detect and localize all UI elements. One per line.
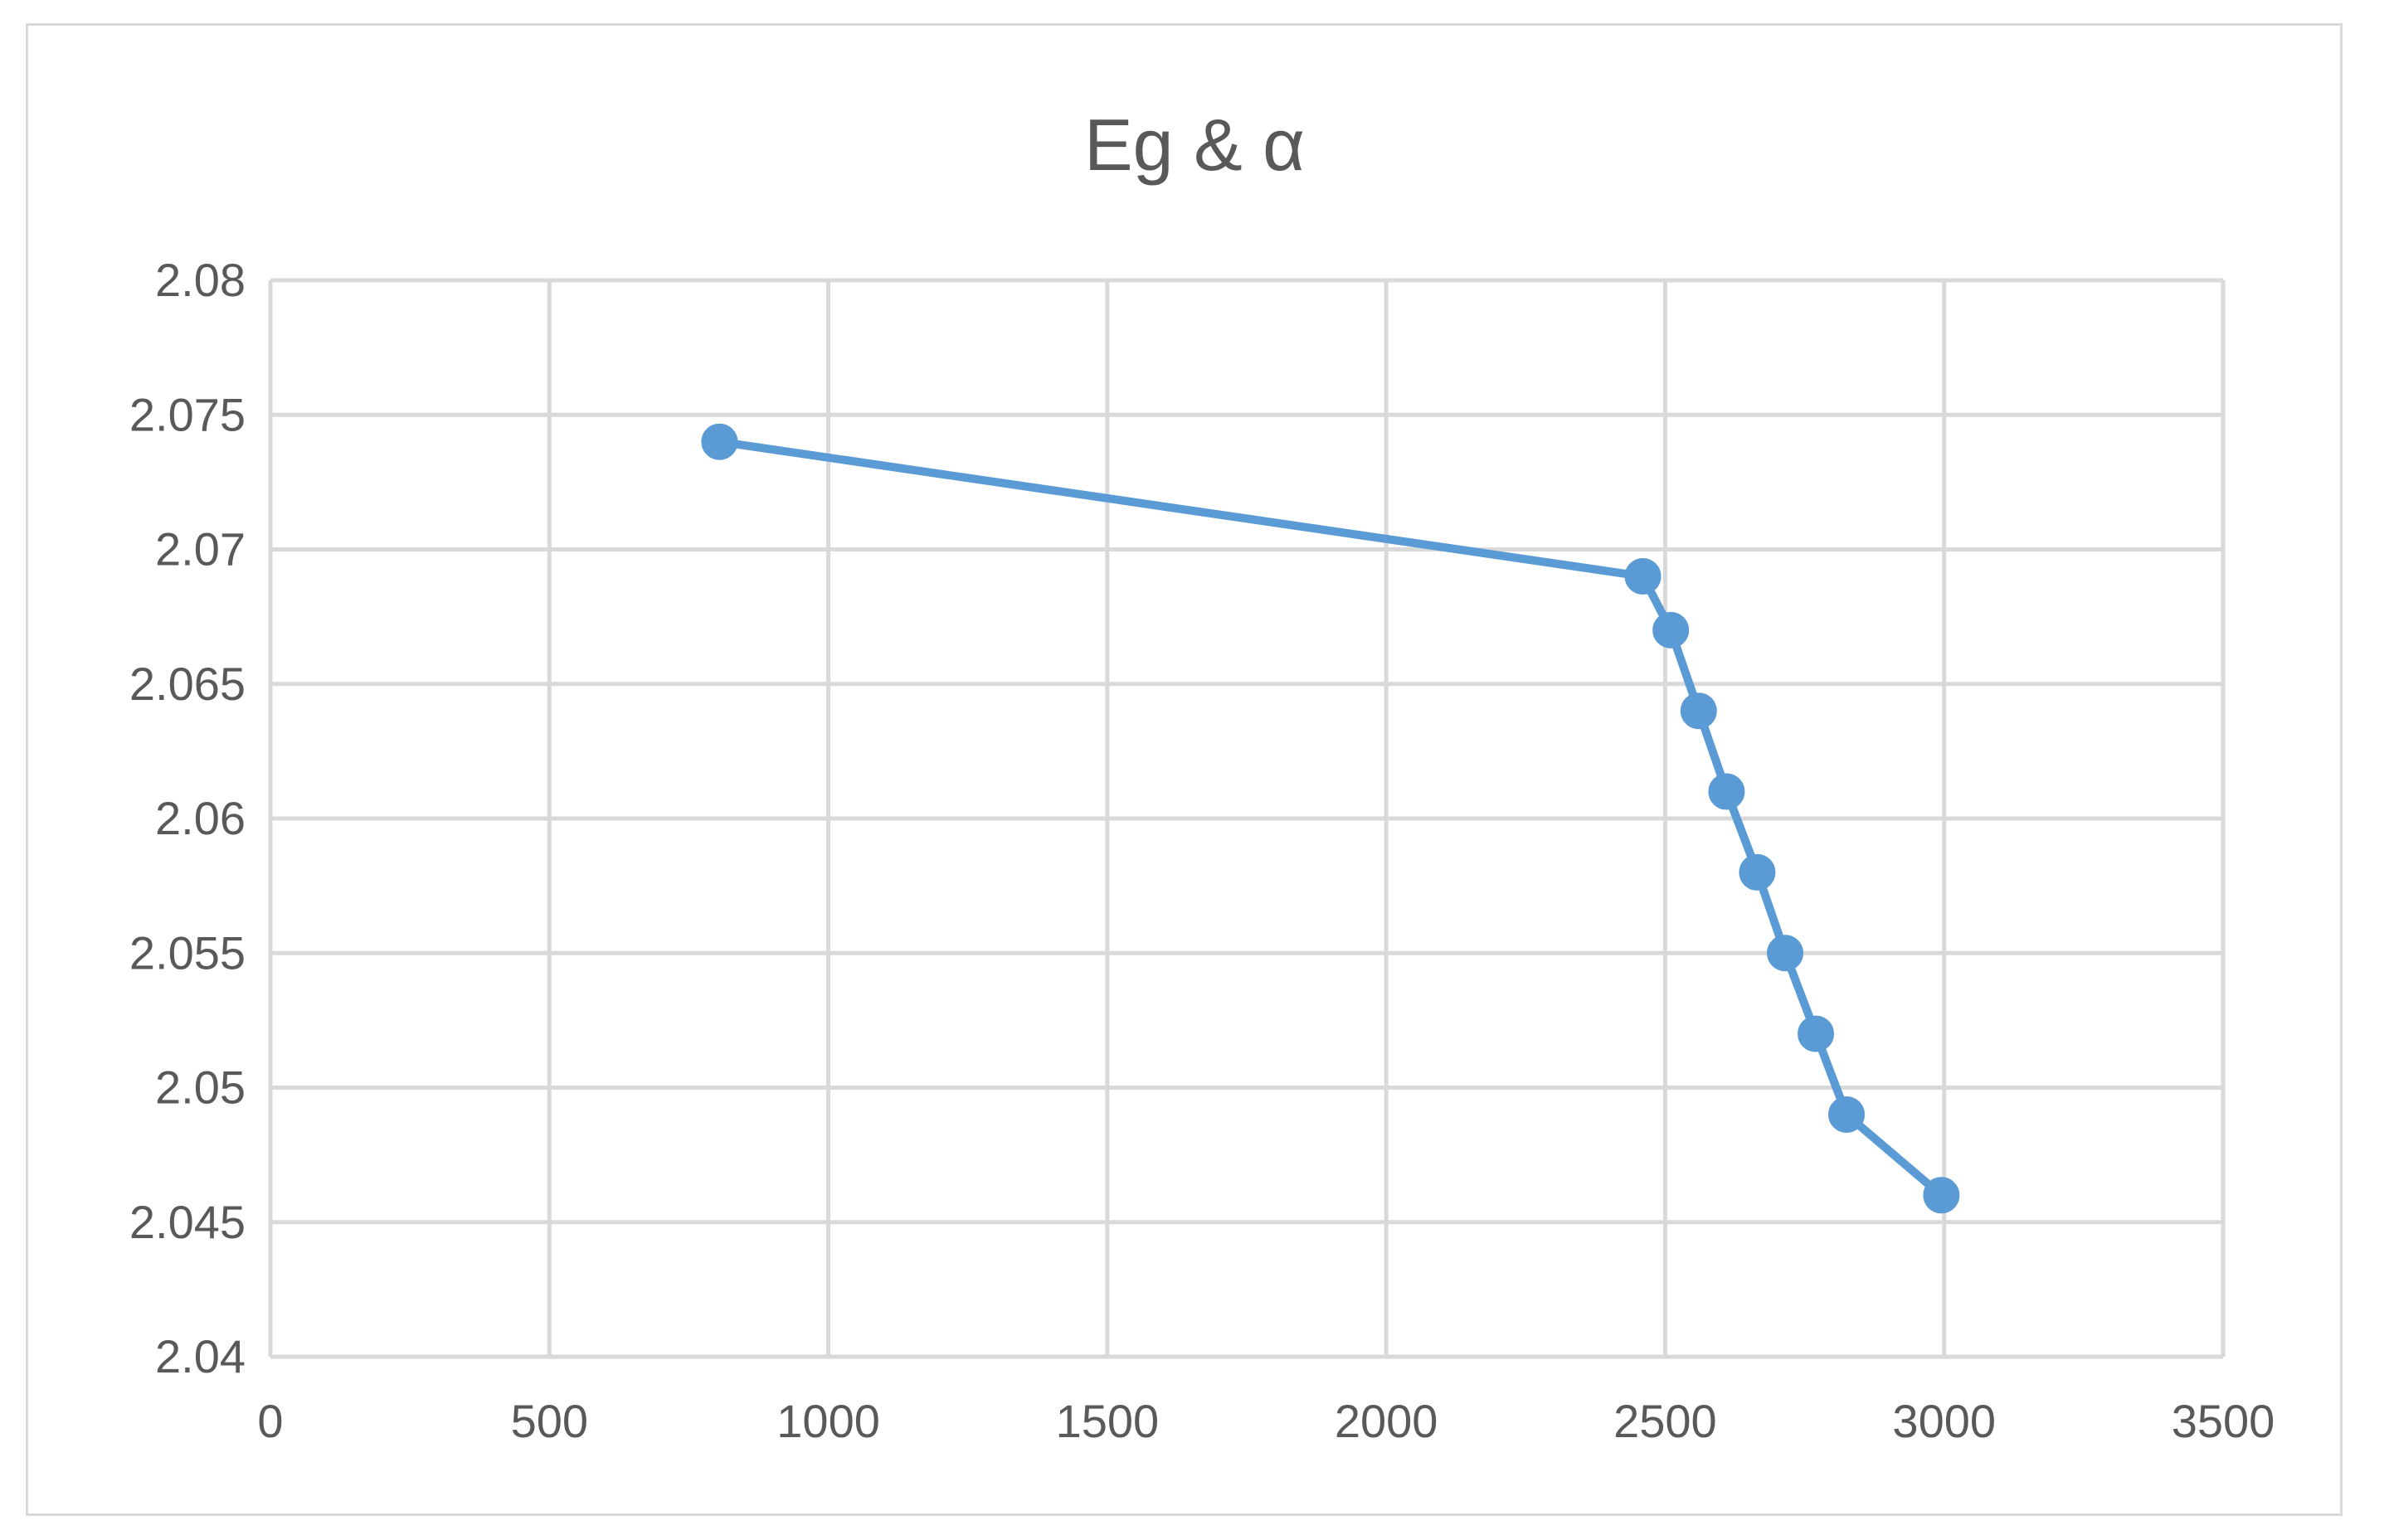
y-tick-label: 2.065	[129, 658, 246, 710]
y-axis-tick-labels: 2.04 2.045 2.05 2.055 2.06 2.065 2.07 2.075 2.08	[129, 254, 246, 1382]
y-tick-label: 2.07	[155, 523, 246, 576]
data-point-marker	[1708, 773, 1745, 810]
data-point-marker	[1739, 853, 1776, 891]
x-tick-label: 500	[511, 1395, 588, 1447]
y-tick-label: 2.045	[129, 1196, 246, 1248]
data-point-marker	[1680, 692, 1717, 730]
grid-layer	[268, 278, 2226, 1359]
y-tick-label: 2.055	[129, 926, 246, 979]
x-tick-label: 1000	[776, 1395, 880, 1447]
y-tick-label: 2.075	[129, 388, 246, 440]
x-tick-label: 2000	[1335, 1395, 1438, 1447]
x-axis-tick-labels: 0 500 1000 1500 2000 2500 3000 3500	[257, 1395, 2275, 1447]
chart-title: Eg & α	[1084, 104, 1305, 186]
x-tick-label: 1500	[1056, 1395, 1160, 1447]
x-tick-label: 2500	[1613, 1395, 1717, 1447]
y-tick-label: 2.06	[155, 792, 246, 844]
data-point-marker	[1624, 557, 1662, 595]
chart-frame	[26, 23, 2343, 1516]
data-point-marker	[701, 423, 738, 460]
series-layer	[701, 423, 1960, 1214]
x-tick-label: 3500	[2172, 1395, 2275, 1447]
data-point-marker	[1798, 1015, 1835, 1052]
x-tick-label: 3000	[1892, 1395, 1996, 1447]
y-tick-label: 2.08	[155, 254, 246, 306]
series-line	[715, 437, 1946, 1200]
data-point-marker	[1923, 1177, 1960, 1214]
data-point-marker	[1828, 1095, 1866, 1133]
y-tick-label: 2.05	[155, 1061, 246, 1114]
y-tick-label: 2.04	[155, 1330, 246, 1382]
data-point-marker	[1767, 935, 1804, 972]
data-point-marker	[1652, 611, 1690, 649]
x-tick-label: 0	[257, 1395, 283, 1447]
